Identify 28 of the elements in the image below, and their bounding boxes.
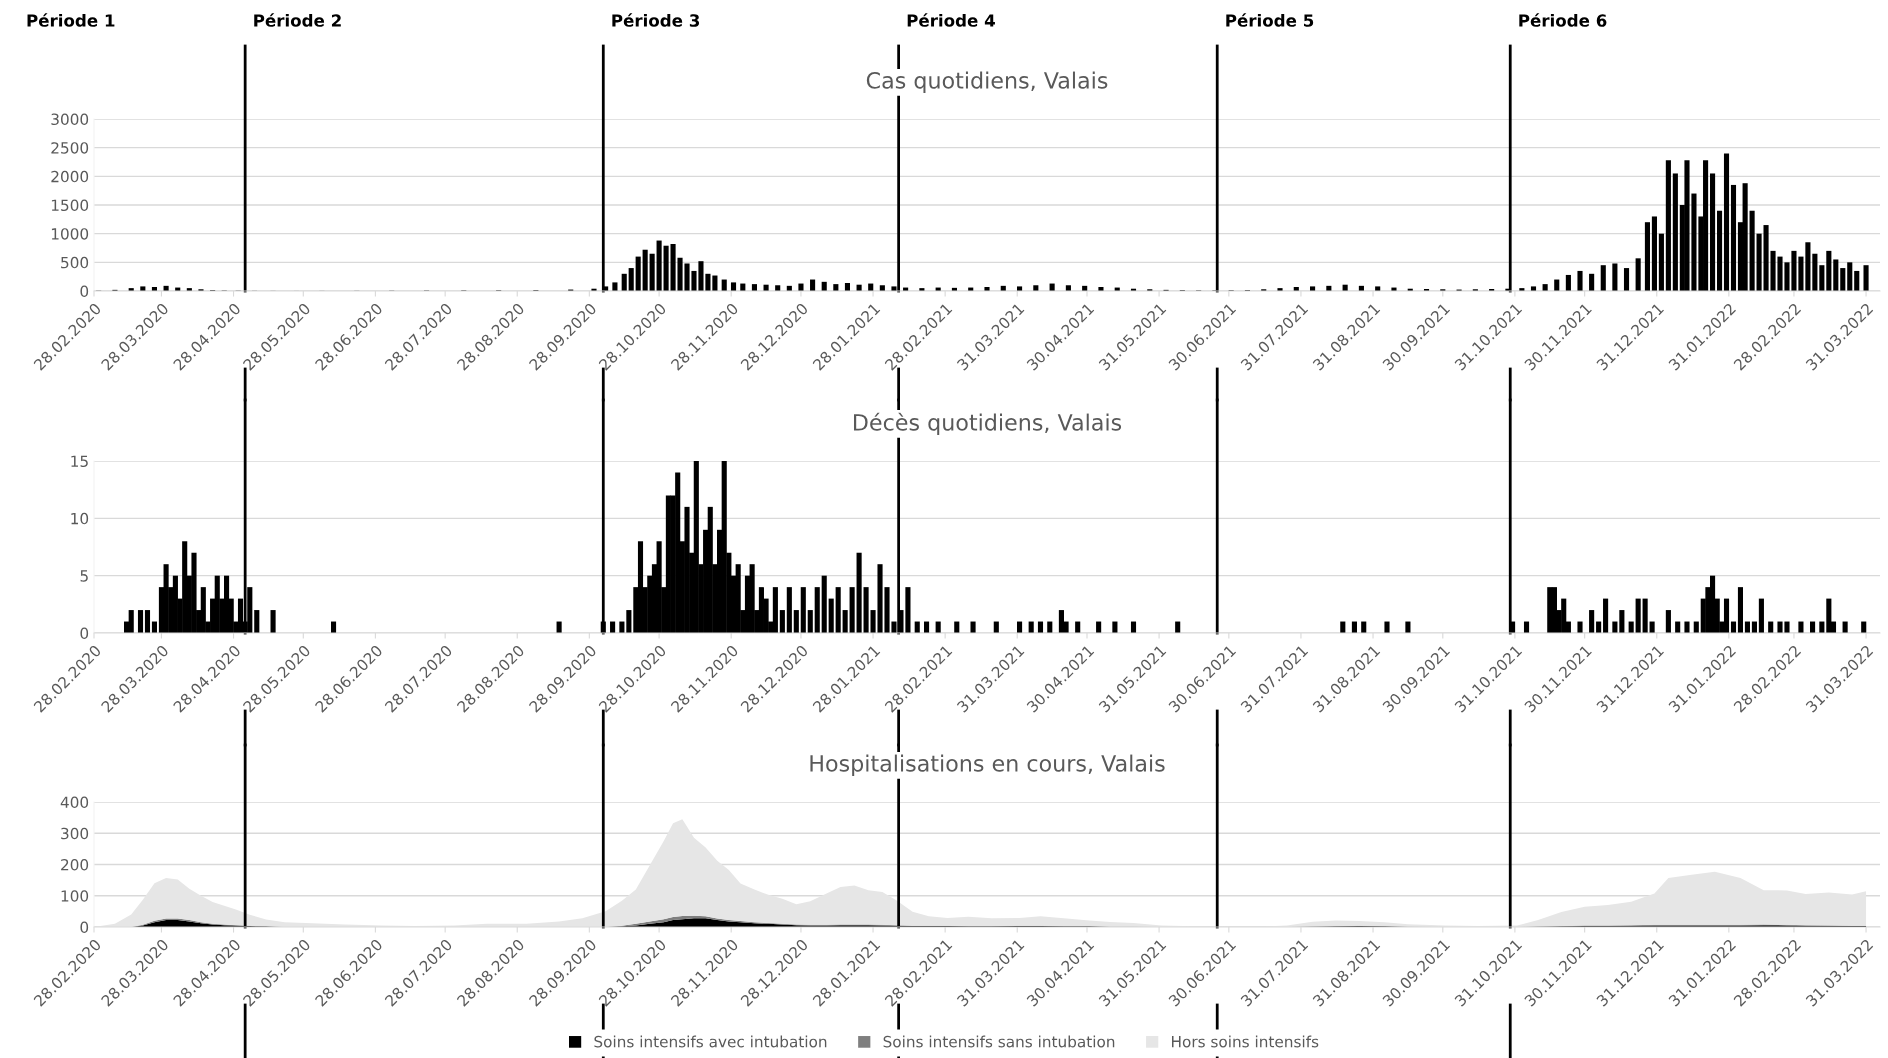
ref-line-label: Période 5 bbox=[1226, 13, 1314, 27]
legend-label: Hors soins intensifs bbox=[1172, 1035, 1319, 1048]
ref-line-label: Période 2 bbox=[254, 13, 341, 27]
y-tick-label: 500 bbox=[61, 256, 89, 269]
y-tick-label: 15 bbox=[71, 455, 88, 468]
y-tick-label: 10 bbox=[71, 512, 89, 525]
y-tick-label: 0 bbox=[80, 627, 89, 640]
y-tick-label: 0 bbox=[80, 285, 89, 298]
legend-label: Soins intensifs sans intubation bbox=[883, 1035, 1115, 1048]
text: Période 1 bbox=[27, 13, 115, 27]
legend-label: Soins intensifs avec intubation bbox=[594, 1035, 827, 1048]
chart-title: Cas quotidiens, Valais bbox=[866, 71, 1108, 94]
y-tick-label: 200 bbox=[61, 858, 89, 871]
ref-line-label: Période 6 bbox=[1519, 13, 1607, 27]
y-tick-label: 5 bbox=[80, 570, 88, 582]
y-tick-label: 2500 bbox=[51, 142, 89, 154]
y-tick-label: 0 bbox=[80, 921, 89, 934]
y-tick-label: 300 bbox=[61, 827, 89, 840]
ref-line-label: Période 3 bbox=[612, 13, 700, 27]
chart-title: Hospitalisations en cours, Valais bbox=[810, 754, 1165, 777]
y-tick-label: 3000 bbox=[51, 113, 89, 126]
y-tick-label: 1500 bbox=[51, 199, 89, 212]
y-tick-label: 1000 bbox=[51, 228, 89, 240]
y-tick-label: 400 bbox=[60, 796, 89, 809]
chart-title: Décès quotidiens, Valais bbox=[854, 412, 1122, 436]
y-tick-label: 100 bbox=[61, 890, 89, 902]
y-tick-label: 2000 bbox=[51, 170, 89, 183]
ref-line-label: Période 4 bbox=[907, 13, 995, 27]
